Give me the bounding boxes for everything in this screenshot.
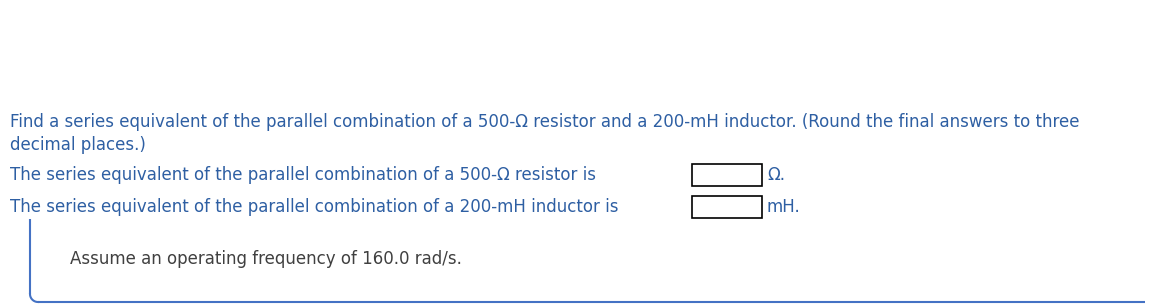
Text: Find a series equivalent of the parallel combination of a 500-Ω resistor and a 2: Find a series equivalent of the parallel… — [10, 113, 1079, 131]
Bar — [692, 164, 762, 186]
Text: decimal places.): decimal places.) — [10, 136, 145, 154]
Text: mH.: mH. — [768, 198, 801, 216]
Text: The series equivalent of the parallel combination of a 200-mH inductor is: The series equivalent of the parallel co… — [10, 198, 619, 216]
Bar — [692, 196, 762, 218]
Text: Assume an operating frequency of 160.0 rad/s.: Assume an operating frequency of 160.0 r… — [70, 250, 462, 267]
Text: Ω.: Ω. — [768, 166, 785, 184]
Text: The series equivalent of the parallel combination of a 500-Ω resistor is: The series equivalent of the parallel co… — [10, 166, 595, 184]
